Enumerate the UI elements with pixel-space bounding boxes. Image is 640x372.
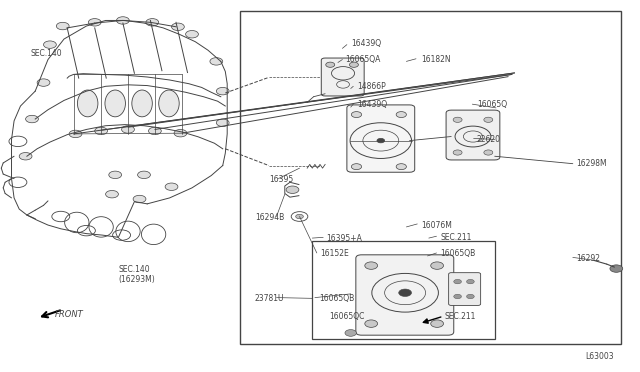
Circle shape <box>174 129 187 137</box>
Text: 16065QC: 16065QC <box>330 312 365 321</box>
Circle shape <box>216 119 229 126</box>
Text: 16298M: 16298M <box>576 159 607 168</box>
FancyBboxPatch shape <box>347 105 415 172</box>
Circle shape <box>396 164 406 170</box>
Circle shape <box>454 294 461 299</box>
Ellipse shape <box>132 90 152 117</box>
Text: 16152E: 16152E <box>320 249 349 258</box>
Text: SEC.140: SEC.140 <box>118 265 150 274</box>
Circle shape <box>109 171 122 179</box>
Circle shape <box>453 117 462 122</box>
Text: 16182N: 16182N <box>421 55 451 64</box>
Bar <box>312 241 495 339</box>
Circle shape <box>95 127 108 135</box>
Ellipse shape <box>77 90 98 117</box>
Circle shape <box>26 115 38 123</box>
Circle shape <box>138 171 150 179</box>
Circle shape <box>484 117 493 122</box>
Text: 16076M: 16076M <box>421 221 452 230</box>
Bar <box>240 11 621 344</box>
Text: SEC.211: SEC.211 <box>445 312 476 321</box>
Circle shape <box>148 127 161 135</box>
Circle shape <box>133 195 146 203</box>
Circle shape <box>116 17 129 24</box>
Circle shape <box>467 279 474 284</box>
Circle shape <box>37 79 50 86</box>
Circle shape <box>351 112 362 118</box>
Text: 16292: 16292 <box>576 254 600 263</box>
Circle shape <box>88 19 101 26</box>
Text: SEC.211: SEC.211 <box>440 233 472 242</box>
Circle shape <box>44 41 56 48</box>
Text: 16294B: 16294B <box>255 213 284 222</box>
Circle shape <box>484 150 493 155</box>
Text: 14866P: 14866P <box>357 82 386 91</box>
Circle shape <box>210 58 223 65</box>
Circle shape <box>365 262 378 269</box>
Circle shape <box>610 265 623 272</box>
Circle shape <box>377 138 385 143</box>
Circle shape <box>286 186 299 193</box>
Circle shape <box>467 294 474 299</box>
Circle shape <box>453 150 462 155</box>
Text: (16293M): (16293M) <box>118 275 155 284</box>
Text: 16439Q: 16439Q <box>357 100 387 109</box>
Circle shape <box>431 262 444 269</box>
FancyBboxPatch shape <box>446 110 500 160</box>
Circle shape <box>396 112 406 118</box>
Text: FRONT: FRONT <box>54 310 83 319</box>
Ellipse shape <box>159 90 179 117</box>
Text: 16395+A: 16395+A <box>326 234 362 243</box>
Text: SEC.140: SEC.140 <box>31 49 62 58</box>
Text: 16395: 16395 <box>269 175 293 184</box>
FancyBboxPatch shape <box>321 58 364 96</box>
Text: 16065QB: 16065QB <box>440 249 476 258</box>
Circle shape <box>345 330 356 336</box>
Circle shape <box>122 126 134 133</box>
Text: 16065Q: 16065Q <box>477 100 507 109</box>
Circle shape <box>351 164 362 170</box>
Circle shape <box>349 62 358 67</box>
FancyBboxPatch shape <box>356 255 454 335</box>
Circle shape <box>296 214 303 219</box>
Text: 16065QA: 16065QA <box>346 55 381 64</box>
Circle shape <box>69 130 82 138</box>
Circle shape <box>106 190 118 198</box>
Circle shape <box>431 320 444 327</box>
Text: L63003: L63003 <box>586 352 614 361</box>
Circle shape <box>172 23 184 31</box>
Text: 16439Q: 16439Q <box>351 39 381 48</box>
Circle shape <box>186 31 198 38</box>
Circle shape <box>326 62 335 67</box>
Text: 16065QB: 16065QB <box>319 294 354 303</box>
Circle shape <box>19 153 32 160</box>
Circle shape <box>165 183 178 190</box>
Text: 22620: 22620 <box>477 135 501 144</box>
Circle shape <box>216 87 229 95</box>
Circle shape <box>399 289 412 296</box>
Ellipse shape <box>105 90 125 117</box>
Circle shape <box>454 279 461 284</box>
FancyBboxPatch shape <box>449 273 481 305</box>
Circle shape <box>56 22 69 30</box>
Circle shape <box>365 320 378 327</box>
Text: 23781U: 23781U <box>255 294 284 303</box>
Circle shape <box>146 19 159 26</box>
